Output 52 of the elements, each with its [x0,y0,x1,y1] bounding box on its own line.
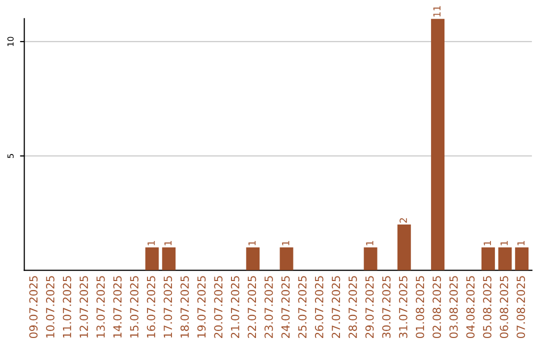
x-tick-label: 06.08.2025 [500,276,508,338]
data-label: 1 [517,240,524,246]
x-tick-label: 23.07.2025 [264,276,273,338]
x-tick-label: 13.07.2025 [96,276,105,338]
x-tick-label: 26.07.2025 [314,276,324,338]
data-label: 1 [282,240,290,246]
x-tick-label: 12.07.2025 [80,276,88,338]
x-tick-label: 28.07.2025 [348,276,357,338]
x-tick-label: 31.07.2025 [398,276,408,338]
bar [145,247,159,270]
x-tick-label: 04.08.2025 [466,276,475,338]
x-tick-label: 05.08.2025 [483,276,492,338]
x-tick-label: 10.07.2025 [46,276,54,338]
bar [498,247,512,270]
bar [481,247,495,270]
x-tick-label: 22.07.2025 [248,276,256,338]
y-tick-label: 10 [7,36,14,46]
data-label: 1 [366,240,374,246]
x-tick-label: 15.07.2025 [130,276,138,338]
x-tick-label: 14.07.2025 [113,276,122,338]
x-tick-label: 03.08.2025 [449,276,458,338]
x-tick-label: 30.07.2025 [382,276,391,338]
bar [515,247,529,270]
bar [162,247,176,270]
bar [280,247,294,270]
x-tick-label: 16.07.2025 [146,276,156,338]
bar [364,247,378,270]
bar [397,224,411,270]
data-label: 11 [433,6,440,16]
x-tick-label: 21.07.2025 [230,276,240,338]
x-tick-label: 09.07.2025 [29,276,38,338]
x-tick-label: 24.07.2025 [281,276,290,338]
x-tick-label: 07.08.2025 [516,276,526,338]
x-tick-label: 20.07.2025 [214,276,222,338]
y-tick-label: 5 [7,154,14,158]
x-tick-label: 02.08.2025 [432,276,441,338]
x-tick-label: 17.07.2025 [164,276,172,338]
x-tick-label: 19.07.2025 [197,276,206,338]
data-label: 2 [400,218,407,223]
x-tick-label: 11.07.2025 [62,276,72,338]
bar [246,247,260,270]
x-tick-label: 01.08.2025 [416,276,424,338]
data-label: 1 [248,240,256,246]
x-tick-label: 18.07.2025 [180,276,189,338]
data-label: 1 [484,240,491,246]
data-label: 1 [500,240,508,246]
bar [431,18,444,270]
x-tick-label: 27.07.2025 [332,276,340,338]
x-tick-label: 29.07.2025 [365,276,374,338]
data-label: 1 [148,240,155,246]
data-label: 1 [164,240,172,246]
x-tick-label: 25.07.2025 [298,276,307,338]
